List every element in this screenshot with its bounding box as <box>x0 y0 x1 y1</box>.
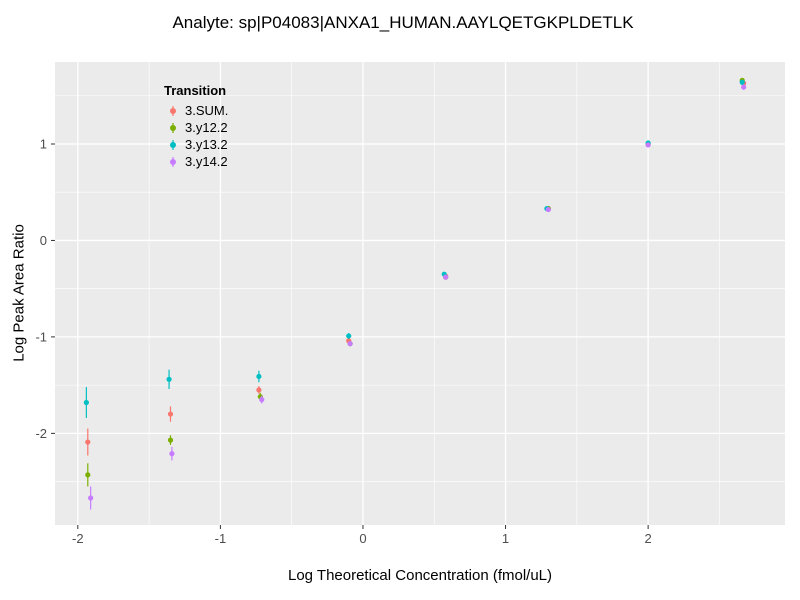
data-point <box>739 79 745 85</box>
data-point <box>645 142 651 148</box>
legend-label: 3.y14.2 <box>185 154 228 169</box>
data-point <box>167 411 174 417</box>
data-point <box>346 333 352 339</box>
legend-item: 3.y14.2 <box>164 153 228 170</box>
data-point <box>545 206 551 213</box>
legend-label: 3.y13.2 <box>185 137 228 152</box>
legend-item: 3.y12.2 <box>164 119 228 136</box>
legend-label: 3.y12.2 <box>185 120 228 135</box>
legend-items: 3.SUM. 3.y12.2 3.y13.2 3.y14.2 <box>164 102 228 170</box>
data-point <box>259 397 265 403</box>
legend-item: 3.y13.2 <box>164 136 228 153</box>
legend-item: 3.SUM. <box>164 102 228 119</box>
data-point <box>741 84 747 90</box>
data-point <box>167 437 174 443</box>
y-tick-label: 1 <box>40 136 47 151</box>
pointrange-key-icon <box>164 154 181 170</box>
y-axis-label: Log Peak Area Ratio <box>10 224 28 362</box>
chart-title: Analyte: sp|P04083|ANXA1_HUMAN.AAYLQETGK… <box>172 13 634 32</box>
data-point <box>443 274 449 280</box>
data-point <box>166 376 172 382</box>
x-tick-label: -2 <box>72 531 84 546</box>
data-point <box>256 373 262 380</box>
data-point <box>256 387 262 393</box>
data-point <box>88 495 94 501</box>
data-point <box>85 472 91 478</box>
x-tick-label: -1 <box>215 531 227 546</box>
data-point <box>85 439 91 445</box>
pointrange-key-icon <box>164 103 181 119</box>
pointrange-key-icon <box>164 137 181 153</box>
y-tick-label: -2 <box>35 426 47 441</box>
y-tick-label: -1 <box>35 329 47 344</box>
x-tick-label: 1 <box>502 531 509 546</box>
pointrange-key-icon <box>164 120 181 136</box>
data-point <box>169 451 175 457</box>
legend-title: Transition <box>164 83 227 98</box>
legend: Transition 3.SUM. 3.y12.2 3.y13.2 3.y14.2 <box>158 80 234 173</box>
x-axis-label: Log Theoretical Concentration (fmol/uL) <box>287 567 553 584</box>
data-point <box>347 341 353 347</box>
legend-label: 3.SUM. <box>185 103 229 118</box>
y-tick-label: 0 <box>40 233 47 248</box>
x-tick-label: 0 <box>359 531 366 546</box>
x-tick-label: 2 <box>645 531 652 546</box>
data-point <box>83 399 89 406</box>
plot-panel <box>55 62 785 525</box>
